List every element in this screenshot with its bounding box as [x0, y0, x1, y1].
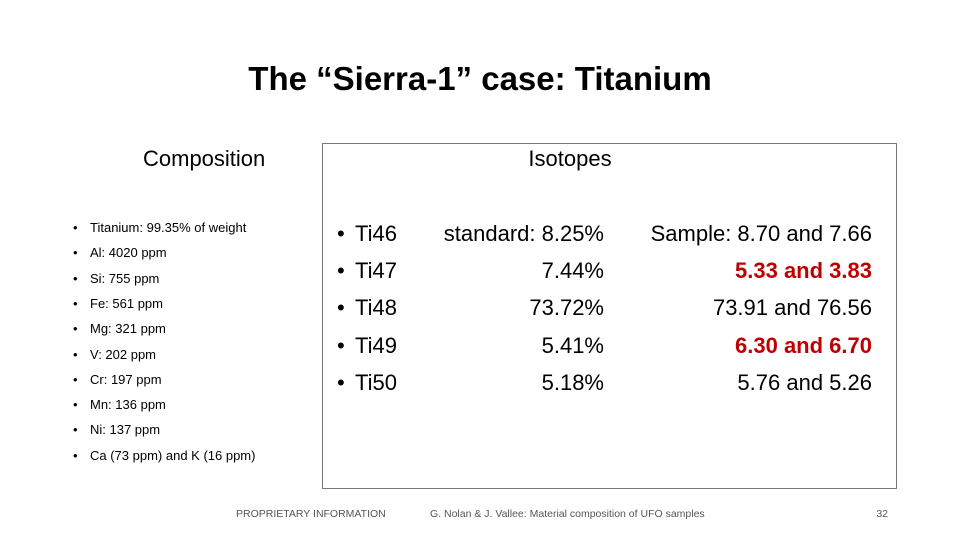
sample: Sample: 8.70 and 7.66: [650, 221, 872, 246]
bullet: •: [73, 346, 78, 362]
title: The “Sierra-1” case: Titanium: [248, 60, 712, 97]
composition-item: Mn: 136 ppm: [90, 397, 166, 413]
standard: 73.72%: [529, 295, 604, 321]
composition-item: V: 202 ppm: [90, 346, 157, 362]
bullet: •: [337, 221, 345, 246]
composition-item: Mg: 321 ppm: [90, 321, 166, 337]
page-number: 32: [876, 508, 888, 520]
bullet: •: [73, 371, 78, 387]
isotope: Ti48: [355, 295, 397, 321]
bullet: •: [73, 220, 78, 235]
sample: 5.76 and 5.26: [737, 369, 872, 395]
bullet: •: [73, 295, 78, 311]
standard: 7.44%: [541, 258, 604, 284]
isotope: Ti50: [355, 369, 397, 395]
standard: 5.41%: [541, 332, 604, 358]
sample: 6.30 and 6.70: [735, 332, 872, 358]
bullet: •: [73, 447, 78, 463]
isotopes-heading: Isotopes: [528, 146, 612, 171]
composition-item: Si: 755 ppm: [90, 270, 160, 286]
sample: 73.91 and 76.56: [712, 295, 872, 321]
composition-item: Ca (73 ppm) and K (16 ppm): [90, 447, 256, 463]
sample: 5.33 and 3.83: [735, 258, 872, 284]
composition-heading: Composition: [143, 146, 266, 171]
isotope: Ti49: [355, 332, 397, 358]
bullet: •: [337, 332, 345, 358]
isotope: Ti46: [355, 221, 397, 246]
bullet: •: [337, 295, 345, 321]
standard: 5.18%: [541, 369, 604, 395]
bullet: •: [73, 321, 78, 337]
isotope-box: [322, 143, 897, 489]
footer-center: G. Nolan & J. Vallee: Material compositi…: [430, 508, 705, 520]
bullet: •: [337, 369, 345, 395]
bullet: •: [337, 258, 345, 284]
isotope: Ti47: [355, 258, 397, 284]
footer-left: PROPRIETARY INFORMATION: [236, 508, 386, 520]
bullet: •: [73, 245, 78, 261]
composition-item: Cr: 197 ppm: [90, 371, 162, 387]
bullet: •: [73, 397, 78, 413]
composition-item: Titanium: 99.35% of weight: [90, 220, 247, 235]
standard: standard: 8.25%: [443, 221, 604, 246]
composition-item: Ni: 137 ppm: [90, 422, 161, 438]
composition-item: Al: 4020 ppm: [90, 245, 167, 261]
composition-item: Fe: 561 ppm: [90, 295, 163, 311]
bullet: •: [73, 422, 78, 438]
bullet: •: [73, 270, 78, 286]
